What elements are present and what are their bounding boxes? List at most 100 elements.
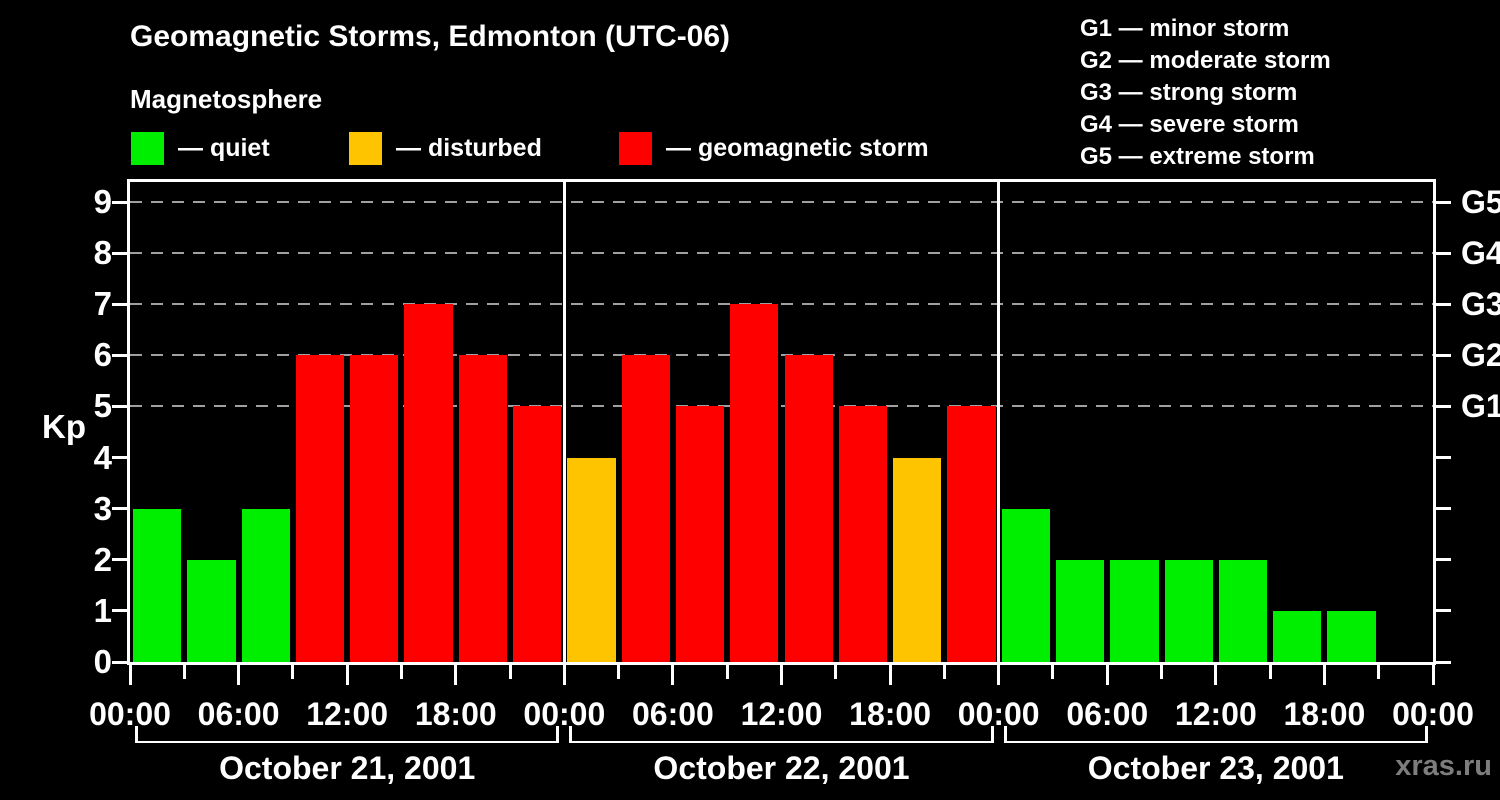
x-axis-tick — [182, 665, 186, 679]
x-axis-tick-label: 12:00 — [740, 696, 823, 732]
legend-label-disturbed: — disturbed — [396, 134, 542, 162]
x-axis-tick — [508, 665, 512, 679]
x-axis-tick — [1105, 665, 1109, 685]
kp-bar — [1110, 559, 1159, 662]
x-axis-tick-label: 12:00 — [306, 696, 389, 732]
x-axis-tick — [997, 665, 1001, 685]
x-axis-tick — [291, 665, 295, 679]
x-axis-tick — [780, 665, 783, 685]
y-axis-tick-right — [1436, 200, 1451, 204]
y-axis-tick-right — [1436, 353, 1451, 357]
x-axis-tick-label: 00:00 — [89, 696, 171, 732]
y-axis-tick-left — [112, 353, 127, 357]
legend-label-quiet: — quiet — [178, 134, 270, 162]
x-axis-tick — [128, 665, 132, 685]
date-label: October 21, 2001 — [219, 750, 476, 786]
x-axis-tick — [834, 665, 838, 679]
g-level-axis-label: G3 — [1461, 286, 1500, 323]
date-label: October 22, 2001 — [653, 750, 910, 786]
date-bracket — [569, 741, 994, 743]
x-axis-tick-label: 06:00 — [1066, 696, 1149, 732]
y-axis-tick-label: 5 — [93, 387, 112, 425]
date-bracket — [1003, 741, 1428, 743]
x-axis-tick — [942, 665, 946, 679]
day-separator — [562, 182, 566, 662]
y-axis-tick-right — [1436, 456, 1451, 460]
kp-bar — [133, 508, 182, 662]
quiet-color-swatch — [131, 132, 164, 165]
y-axis-tick-left — [112, 456, 127, 460]
x-axis-tick — [1214, 665, 1218, 685]
kp-bar — [947, 406, 996, 662]
y-axis-tick-right — [1436, 558, 1451, 562]
x-axis-tick — [1377, 665, 1381, 679]
kp-bar — [241, 508, 290, 662]
storm-scale-legend: G1 — minor storm G2 — moderate storm G3 … — [1080, 13, 1331, 173]
x-axis-tick — [1051, 665, 1055, 679]
kp-bar — [784, 355, 833, 662]
x-axis-tick — [454, 665, 458, 685]
y-axis-tick-label: 3 — [93, 489, 112, 527]
y-axis-tick-label: 0 — [93, 643, 112, 680]
x-axis-tick — [345, 665, 349, 685]
date-bracket-tick — [556, 726, 560, 742]
x-axis-tick — [562, 665, 566, 685]
page-title: Geomagnetic Storms, Edmonton (UTC-06) — [130, 20, 731, 53]
storm-scale-item-g2: G2 — moderate storm — [1080, 47, 1331, 74]
x-axis-tick — [237, 665, 241, 685]
kp-bar — [295, 355, 345, 662]
y-axis-tick-right — [1436, 507, 1451, 511]
x-axis-tick — [888, 665, 892, 685]
legend-item-disturbed: — disturbed — [349, 132, 542, 165]
kp-axis-title: Kp — [42, 408, 86, 445]
g-level-axis-label: G1 — [1461, 388, 1500, 425]
g-level-axis-label: G5 — [1461, 184, 1500, 220]
y-axis-tick-label: 9 — [93, 183, 112, 220]
kp-bar — [1055, 559, 1105, 662]
y-axis-tick-label: 2 — [93, 540, 112, 578]
storm-scale-item-g3: G3 — strong storm — [1080, 79, 1298, 106]
kp-bar — [567, 457, 616, 662]
date-bracket-tick — [990, 726, 994, 742]
y-axis-tick-left — [112, 507, 127, 511]
date-bracket-tick — [569, 726, 573, 742]
x-axis-tick-label: 18:00 — [414, 696, 497, 732]
y-axis-tick-right — [1436, 404, 1451, 408]
disturbed-color-swatch — [349, 132, 382, 165]
x-axis-tick-label: 06:00 — [197, 696, 280, 732]
kp-bar — [350, 355, 399, 662]
x-axis-tick — [671, 665, 675, 685]
x-axis-tick-label: 00:00 — [1392, 696, 1474, 732]
y-axis-tick-left — [112, 558, 127, 562]
y-axis-tick-left — [112, 404, 127, 408]
y-axis-tick-left — [112, 660, 127, 664]
x-axis-tick — [399, 665, 403, 679]
gridline-kp7 — [130, 303, 1433, 306]
kp-bar-chart: 0 1 2 3 4 5 6 7 8 9 G1 G2 G3 G4 G5 Kp 00:00 06:00 12:00 18:… — [42, 179, 1500, 786]
kp-bar — [1327, 610, 1376, 662]
y-axis-tick-right — [1436, 609, 1451, 613]
g-level-axis-label: G4 — [1461, 235, 1500, 272]
y-axis-tick-left — [112, 251, 127, 255]
x-axis-tick-label: 00:00 — [523, 696, 606, 732]
gridline-kp9 — [130, 201, 1433, 203]
x-axis-tick-label: 18:00 — [1283, 696, 1366, 732]
x-axis-tick — [1322, 665, 1326, 685]
watermark: xras.ru — [1395, 750, 1492, 782]
date-bracket-tick — [1425, 726, 1428, 742]
x-axis-tick — [617, 665, 621, 679]
kp-bar — [621, 355, 670, 662]
storm-scale-item-g5: G5 — extreme storm — [1080, 143, 1315, 170]
x-axis-tick-label: 06:00 — [631, 696, 714, 732]
kp-bar — [1218, 559, 1268, 662]
x-axis-tick-label: 00:00 — [957, 696, 1040, 732]
y-axis-tick-right — [1436, 660, 1451, 664]
y-axis-tick-label: 4 — [93, 438, 112, 476]
x-axis-tick-label: 12:00 — [1174, 696, 1257, 732]
date-bracket — [135, 741, 560, 743]
kp-bar — [838, 406, 888, 662]
kp-bar — [458, 355, 508, 662]
y-axis-tick-label: 6 — [93, 336, 112, 374]
kp-bar — [1001, 508, 1050, 662]
y-axis-tick-right — [1436, 251, 1451, 255]
